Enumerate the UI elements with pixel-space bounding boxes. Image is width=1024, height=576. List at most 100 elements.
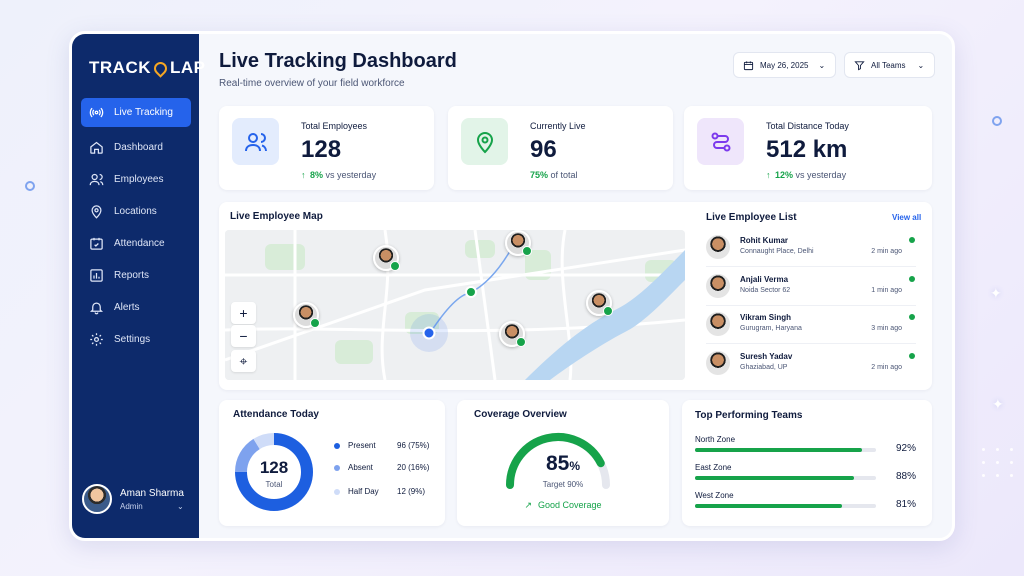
sidebar-item-attendance[interactable]: Attendance <box>81 229 191 258</box>
broadcast-icon <box>89 107 104 118</box>
date-filter[interactable]: May 26, 2025 ⌄ <box>733 52 836 78</box>
calendar-check-icon <box>90 237 103 250</box>
stat-value: 512 km <box>766 136 848 163</box>
employee-name: Rohit Kumar <box>740 236 788 245</box>
map-employee-marker[interactable] <box>505 230 532 256</box>
progress-fill <box>695 476 855 480</box>
employee-list-title: Live Employee List <box>706 212 797 223</box>
view-all-link[interactable]: View all <box>892 213 922 222</box>
coverage-title: Coverage Overview <box>474 409 567 420</box>
progress-fill <box>695 504 842 508</box>
chevron-down-icon: ⌄ <box>818 60 826 70</box>
app-window: TRACK LAP Live Tracking Dashboard Employe… <box>69 31 955 541</box>
arrow-up-icon: ↑ <box>301 170 306 180</box>
legend-present: Present 96 (75%) <box>334 441 444 450</box>
attendance-title: Attendance Today <box>233 409 319 420</box>
decor-dot-grid <box>982 448 1024 477</box>
sidebar-item-live-tracking[interactable]: Live Tracking <box>81 98 191 127</box>
employee-time: 2 min ago <box>871 364 902 371</box>
sidebar-nav: Live Tracking Dashboard Employees Locati… <box>81 98 191 357</box>
map-employee-marker[interactable] <box>499 321 526 347</box>
sidebar-item-reports[interactable]: Reports <box>81 261 191 290</box>
status-dot <box>909 314 915 320</box>
zoom-out-button[interactable]: − <box>231 325 256 347</box>
map-employee-marker[interactable] <box>373 245 400 271</box>
top-teams-title: Top Performing Teams <box>695 410 803 421</box>
map-employee-marker[interactable] <box>586 290 613 316</box>
sidebar-item-label: Alerts <box>114 302 140 313</box>
sidebar-item-dashboard[interactable]: Dashboard <box>81 133 191 162</box>
stat-card-total-distance: Total Distance Today 512 km ↑ 12% vs yes… <box>684 106 932 190</box>
stat-label: Total Distance Today <box>766 121 849 131</box>
map-pin-icon <box>476 131 493 153</box>
gear-icon <box>90 333 103 346</box>
avatar <box>706 312 730 336</box>
logo-pin-icon <box>151 58 170 78</box>
team-filter[interactable]: All Teams ⌄ <box>844 52 935 78</box>
list-item[interactable]: Rohit Kumar Connaught Place, Delhi 2 min… <box>706 229 916 267</box>
list-item[interactable]: Vikram Singh Gurugram, Haryana 3 min ago <box>706 306 916 344</box>
crosshair-icon: ⌖ <box>239 352 248 369</box>
locate-button[interactable]: ⌖ <box>231 350 256 372</box>
team-filter-value: All Teams <box>871 60 906 70</box>
gauge-fill <box>506 433 605 489</box>
team-row-north: North Zone 92% <box>695 435 917 454</box>
live-map[interactable]: + − ⌖ <box>225 230 685 380</box>
sidebar-item-label: Dashboard <box>114 142 163 153</box>
map-employee-marker[interactable] <box>293 302 320 328</box>
attendance-total-label: Total <box>265 480 283 489</box>
stat-delta: ↑ 12% vs yesterday <box>766 170 847 180</box>
employee-time: 1 min ago <box>871 287 902 294</box>
user-name: Aman Sharma <box>120 487 184 499</box>
stat-delta: ↑ 8% vs yesterday <box>301 170 377 180</box>
users-icon <box>244 132 267 151</box>
employee-time: 2 min ago <box>871 248 902 255</box>
bar-chart-icon <box>90 269 103 282</box>
zoom-in-button[interactable]: + <box>231 302 256 324</box>
stat-icon-box <box>461 118 508 165</box>
home-icon <box>90 141 103 154</box>
team-row-west: West Zone 81% <box>695 491 917 510</box>
map-background <box>225 230 685 380</box>
attendance-donut <box>235 433 313 511</box>
legend-half-day: Half Day 12 (9%) <box>334 487 444 496</box>
sidebar-item-employees[interactable]: Employees <box>81 165 191 194</box>
date-filter-value: May 26, 2025 <box>760 60 809 70</box>
sidebar-item-label: Attendance <box>114 238 165 249</box>
sidebar-item-locations[interactable]: Locations <box>81 197 191 226</box>
decor-sparkle: ✦ <box>992 396 1004 412</box>
stat-label: Currently Live <box>530 121 586 131</box>
sidebar-item-settings[interactable]: Settings <box>81 325 191 354</box>
employee-name: Vikram Singh <box>740 313 791 322</box>
map-card: Live Employee Map <box>219 202 932 390</box>
bell-icon <box>89 302 104 315</box>
employee-name: Suresh Yadav <box>740 352 793 361</box>
app-logo[interactable]: TRACK LAP <box>89 58 206 78</box>
sidebar-item-label: Settings <box>114 334 151 345</box>
coverage-value: 85% <box>545 452 581 475</box>
coverage-status: ↗ Good Coverage <box>524 500 602 510</box>
top-teams-card: Top Performing Teams North Zone 92% East … <box>682 400 932 526</box>
avatar <box>706 235 730 259</box>
list-item[interactable]: Anjali Verma Noida Sector 62 1 min ago <box>706 268 916 306</box>
employee-place: Gurugram, Haryana <box>740 325 802 332</box>
sidebar-item-alerts[interactable]: Alerts <box>81 293 191 322</box>
list-item[interactable]: Suresh Yadav Ghaziabad, UP 2 min ago <box>706 345 916 383</box>
avatar <box>706 274 730 298</box>
coverage-target: Target 90% <box>542 480 584 489</box>
users-icon <box>89 173 104 186</box>
page-title: Live Tracking Dashboard <box>219 50 457 72</box>
employee-time: 3 min ago <box>871 325 902 332</box>
user-profile[interactable]: Aman Sharma Admin ⌄ <box>82 484 184 514</box>
chevron-down-icon[interactable]: ⌄ <box>177 502 184 511</box>
employee-name: Anjali Verma <box>740 275 789 284</box>
chevron-down-icon: ⌄ <box>917 60 925 70</box>
calendar-icon <box>743 60 754 70</box>
sidebar-item-label: Live Tracking <box>114 107 173 118</box>
route-icon <box>711 132 730 151</box>
decor-ring <box>992 116 1002 126</box>
attendance-total: 128 <box>259 458 289 477</box>
legend-absent: Absent 20 (16%) <box>334 463 444 472</box>
user-role: Admin <box>120 501 143 511</box>
employee-place: Connaught Place, Delhi <box>740 248 814 255</box>
